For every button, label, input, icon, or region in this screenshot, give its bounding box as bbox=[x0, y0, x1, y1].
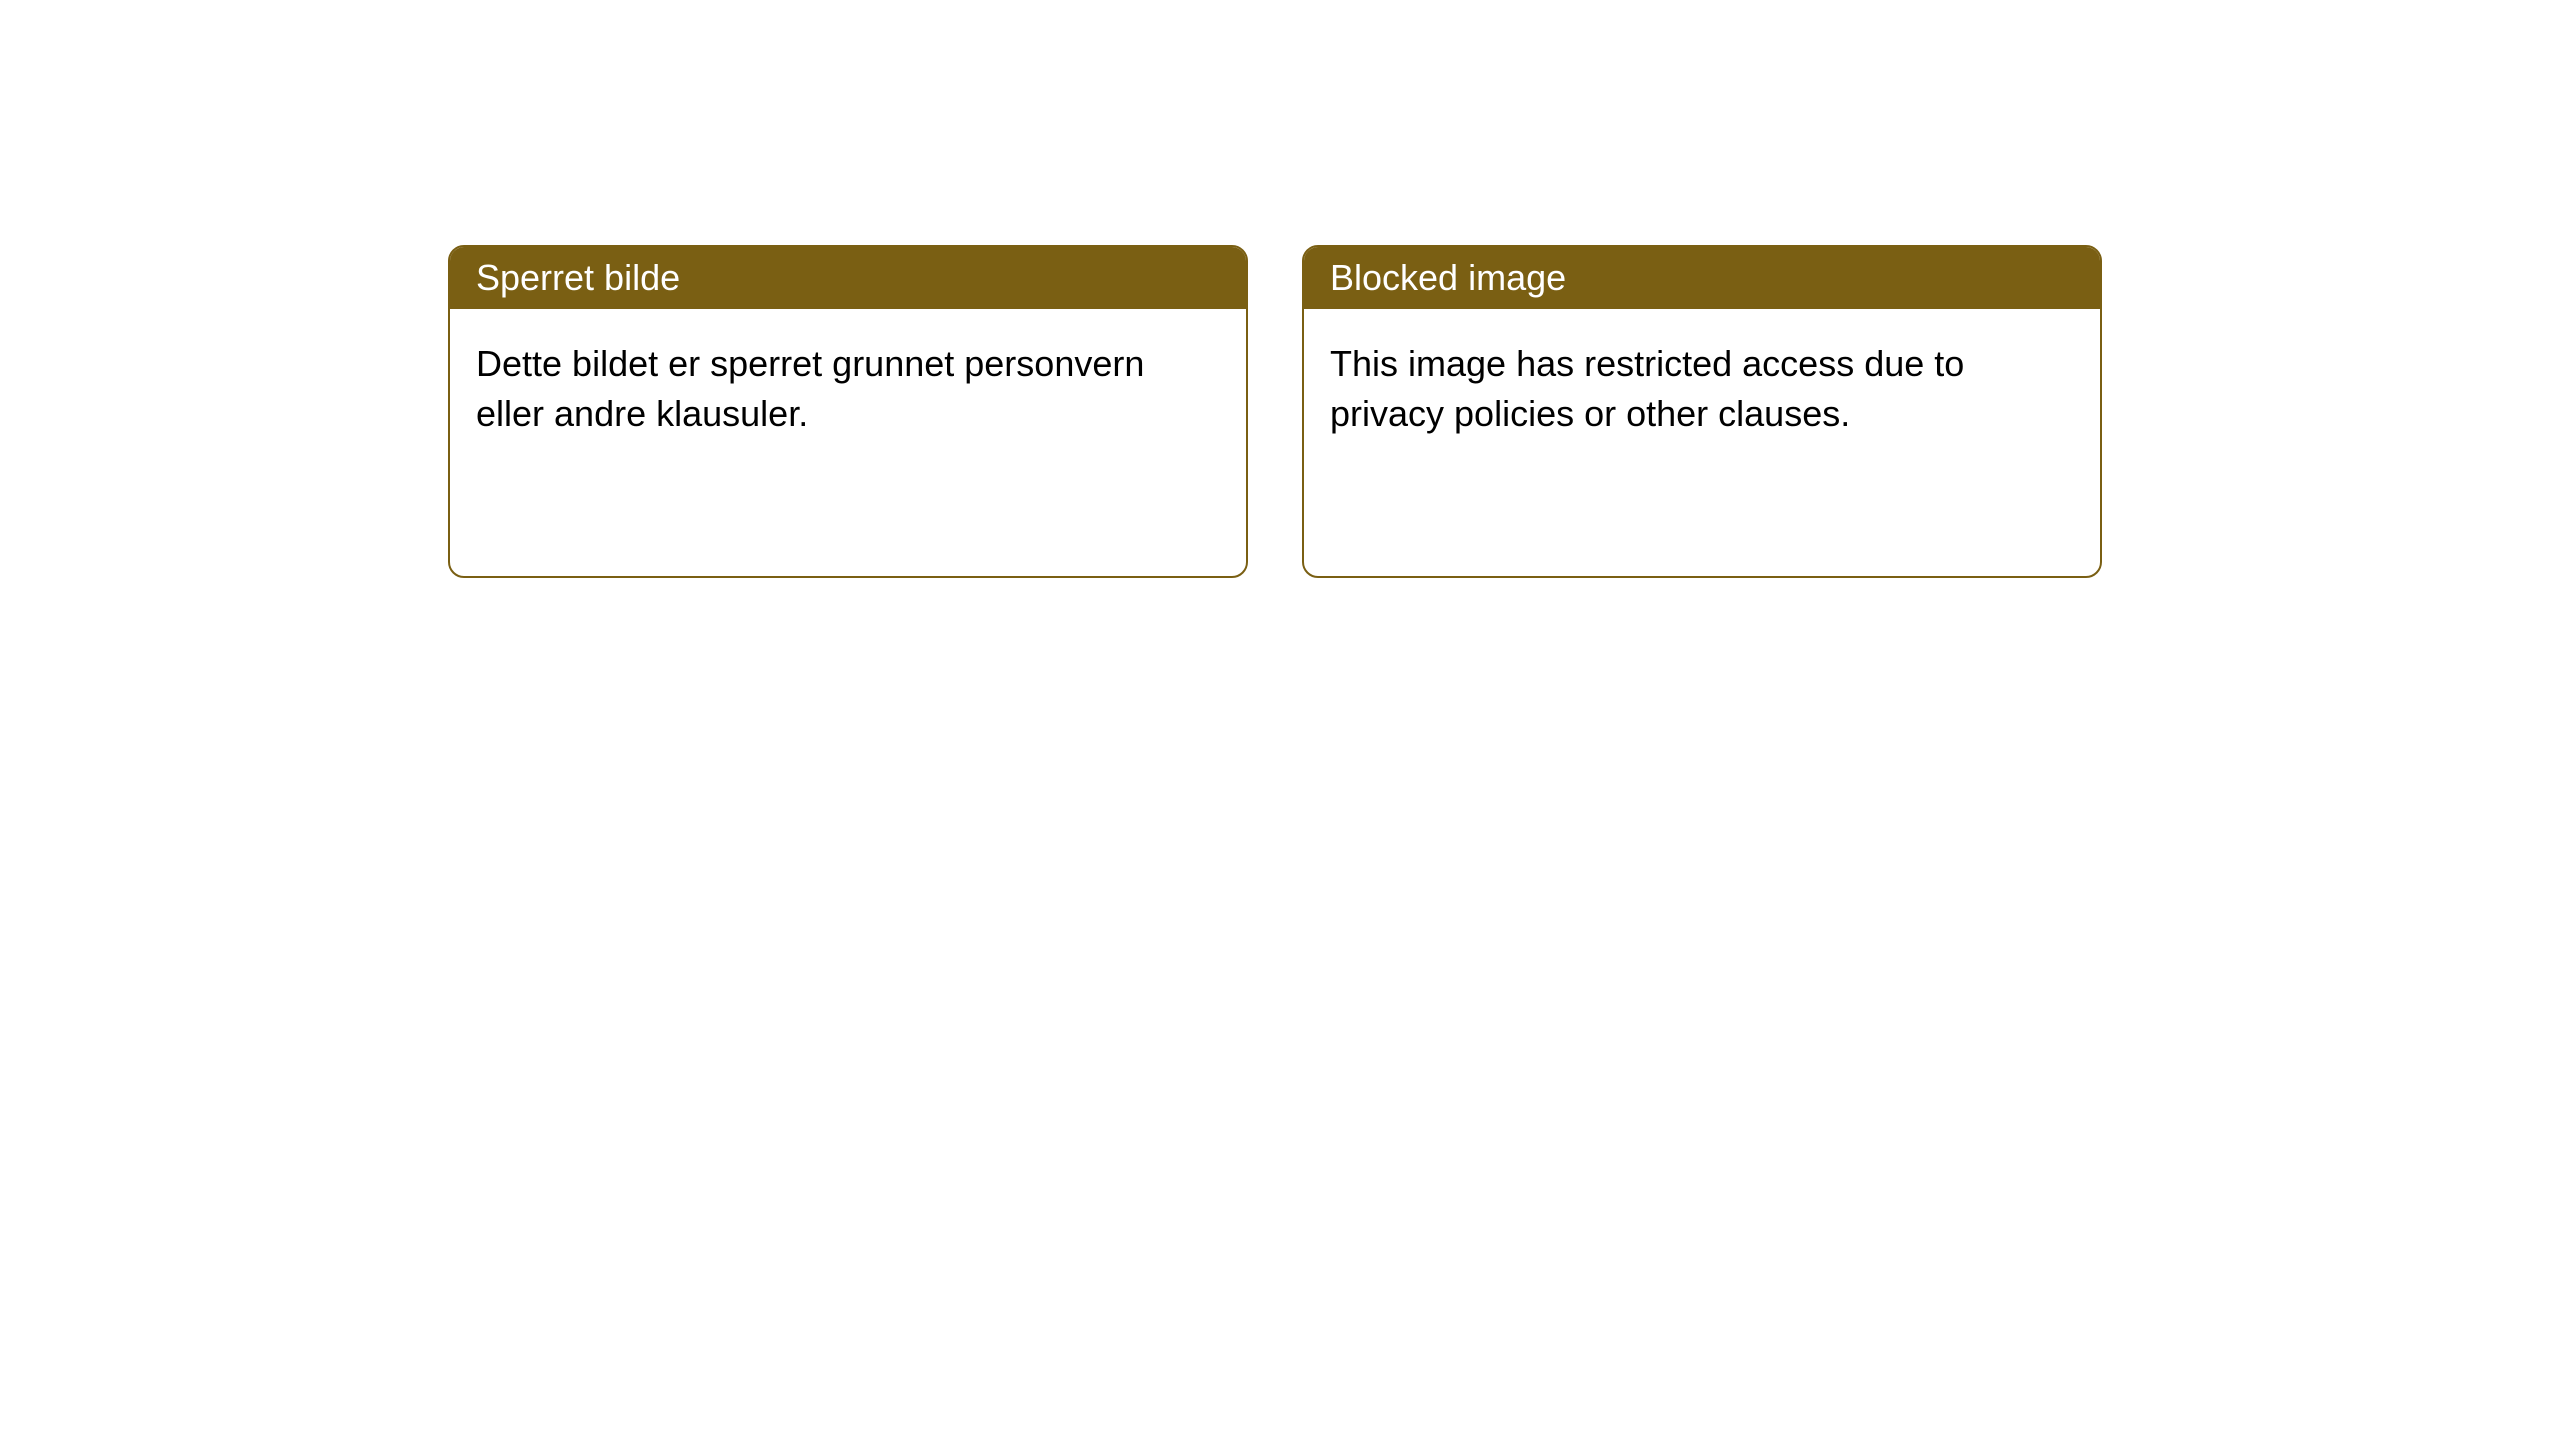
card-header-english: Blocked image bbox=[1304, 247, 2100, 309]
card-title-norwegian: Sperret bilde bbox=[476, 257, 680, 298]
card-header-norwegian: Sperret bilde bbox=[450, 247, 1246, 309]
card-norwegian: Sperret bilde Dette bildet er sperret gr… bbox=[448, 245, 1248, 578]
cards-container: Sperret bilde Dette bildet er sperret gr… bbox=[448, 245, 2102, 578]
card-body-english: This image has restricted access due to … bbox=[1304, 309, 2100, 470]
card-text-norwegian: Dette bildet er sperret grunnet personve… bbox=[476, 343, 1144, 434]
card-text-english: This image has restricted access due to … bbox=[1330, 343, 1964, 434]
card-body-norwegian: Dette bildet er sperret grunnet personve… bbox=[450, 309, 1246, 470]
card-english: Blocked image This image has restricted … bbox=[1302, 245, 2102, 578]
card-title-english: Blocked image bbox=[1330, 257, 1566, 298]
